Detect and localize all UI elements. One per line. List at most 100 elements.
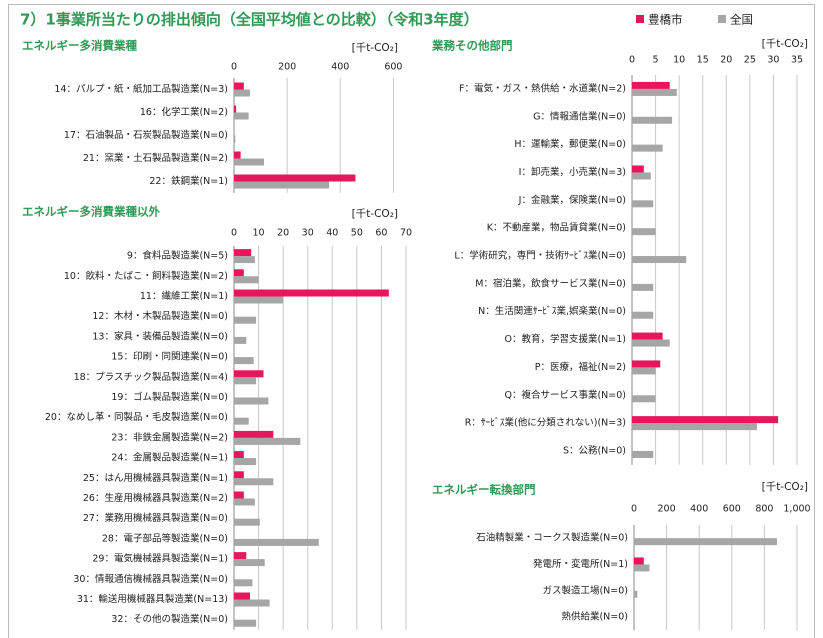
category-label: 21：窯業・土石製品製造業(N=2) bbox=[83, 152, 228, 164]
category-label: 23：非鉄金属製造業(N=2) bbox=[111, 431, 228, 443]
bar bbox=[234, 430, 274, 438]
x-tick-label: 15 bbox=[697, 55, 709, 66]
category-label: F：電気・ガス・熱供給・水道業(N=2) bbox=[459, 82, 626, 94]
category-label: 31：輸送用機械器具製造業(N=13) bbox=[77, 593, 228, 605]
bar bbox=[234, 592, 250, 600]
x-tick-label: 200 bbox=[658, 504, 676, 515]
bar bbox=[634, 590, 638, 598]
bar bbox=[234, 619, 257, 627]
bar bbox=[632, 450, 654, 458]
bar bbox=[632, 88, 677, 96]
bar bbox=[632, 228, 656, 236]
category-label: 13：家具・装備品製造業(N=0) bbox=[92, 330, 228, 342]
category-label: I：卸売業，小売業(N=3) bbox=[519, 166, 626, 178]
x-tick-label: 10 bbox=[673, 55, 685, 66]
bar bbox=[632, 144, 663, 152]
bar bbox=[234, 451, 244, 459]
bar bbox=[234, 316, 257, 324]
bar bbox=[234, 458, 257, 466]
category-label: G：情報通信業(N=0) bbox=[533, 110, 626, 122]
bar bbox=[234, 289, 389, 297]
x-tick-label: 35 bbox=[791, 55, 803, 66]
bar bbox=[234, 559, 265, 567]
bar bbox=[632, 81, 670, 89]
bar bbox=[234, 437, 301, 445]
bar bbox=[234, 579, 253, 587]
x-tick-label: 0 bbox=[231, 62, 237, 73]
bar bbox=[632, 395, 656, 403]
unit-label: [千t-CO₂] bbox=[762, 481, 808, 493]
category-label: Q：複合サービス事業(N=0) bbox=[504, 389, 626, 401]
bar bbox=[234, 397, 269, 405]
category-label: 30：情報通信機械器具製造業(N=0) bbox=[73, 573, 228, 585]
x-tick-label: 50 bbox=[351, 228, 363, 239]
bar bbox=[234, 478, 274, 486]
x-tick-label: 0 bbox=[631, 504, 637, 515]
page-title: 7）1事業所当たりの排出傾向（全国平均値との比較）（令和3年度） bbox=[20, 11, 479, 29]
category-label: 発電所・変電所(N=1) bbox=[533, 558, 628, 570]
category-label: 9：食料品製造業(N=5) bbox=[127, 250, 228, 262]
category-label: 15：印刷・同関連業(N=0) bbox=[111, 351, 228, 363]
unit-label: [千t-CO₂] bbox=[762, 38, 808, 50]
category-label: 27：業務用機械器具製造業(N=0) bbox=[83, 512, 228, 524]
category-label: 22：鉄鋼業(N=1) bbox=[149, 175, 228, 187]
bar bbox=[632, 416, 779, 424]
bar bbox=[632, 165, 644, 173]
x-tick-label: 30 bbox=[302, 228, 314, 239]
category-label: 28：電子部品等製造業(N=0) bbox=[102, 532, 228, 544]
bar bbox=[632, 339, 670, 347]
section-title: エネルギー多消費業種以外 bbox=[22, 205, 160, 219]
x-tick-label: 600 bbox=[723, 504, 741, 515]
x-tick-label: 20 bbox=[277, 228, 289, 239]
bar bbox=[234, 518, 260, 526]
category-label: S：公務(N=0) bbox=[563, 444, 626, 456]
x-tick-label: 400 bbox=[331, 62, 349, 73]
bar bbox=[234, 174, 356, 182]
bar bbox=[234, 256, 255, 264]
x-tick-label: 600 bbox=[384, 62, 402, 73]
frame bbox=[8, 4, 815, 638]
bar bbox=[234, 276, 259, 284]
bar bbox=[234, 249, 252, 257]
bar bbox=[634, 564, 650, 572]
bar bbox=[234, 112, 249, 120]
unit-label: [千t-CO₂] bbox=[352, 42, 398, 54]
bar bbox=[634, 557, 644, 565]
category-label: H：運輸業，郵便業(N=0) bbox=[514, 138, 626, 150]
x-tick-label: 10 bbox=[253, 228, 265, 239]
x-tick-label: 0 bbox=[629, 55, 635, 66]
category-label: N：生活関連ｻｰﾋﾞｽ業,娯楽業(N=0) bbox=[478, 305, 626, 317]
bar bbox=[234, 135, 236, 143]
bar bbox=[234, 105, 237, 113]
x-tick-label: 40 bbox=[326, 228, 338, 239]
bar bbox=[632, 423, 757, 431]
category-label: M：宿泊業，飲食サービス業(N=0) bbox=[475, 277, 626, 289]
category-label: 石油精製業・コークス製造業(N=0) bbox=[476, 532, 628, 544]
bar bbox=[632, 116, 673, 124]
category-label: 熱供給業(N=0) bbox=[561, 611, 628, 623]
x-tick-label: 1,000 bbox=[783, 504, 810, 515]
bar bbox=[234, 82, 244, 90]
category-label: 10：飲料・たばこ・飼料製造業(N=2) bbox=[64, 270, 228, 282]
category-label: 12：木材・木製品製造業(N=0) bbox=[92, 310, 228, 322]
bar bbox=[234, 417, 249, 425]
bar bbox=[234, 599, 270, 607]
x-tick-label: 200 bbox=[278, 62, 296, 73]
x-tick-label: 400 bbox=[690, 504, 708, 515]
category-label: L：学術研究，専門・技術ｻｰﾋﾞｽ業(N=0) bbox=[454, 250, 626, 262]
category-label: R：ｻｰﾋﾞｽ業(他に分類されない)(N=3) bbox=[465, 417, 626, 429]
category-label: 19：ゴム製品製造業(N=0) bbox=[111, 391, 228, 403]
x-tick-label: 0 bbox=[231, 228, 237, 239]
category-label: J：金融業，保険業(N=0) bbox=[518, 194, 626, 206]
legend-swatch bbox=[636, 15, 644, 23]
x-tick-label: 70 bbox=[400, 228, 412, 239]
bar bbox=[234, 471, 244, 479]
bar bbox=[234, 491, 244, 499]
bar bbox=[234, 552, 247, 560]
bar bbox=[234, 89, 250, 97]
bar bbox=[234, 336, 247, 344]
bar bbox=[632, 332, 663, 340]
bar bbox=[234, 269, 244, 277]
bar bbox=[234, 377, 257, 385]
